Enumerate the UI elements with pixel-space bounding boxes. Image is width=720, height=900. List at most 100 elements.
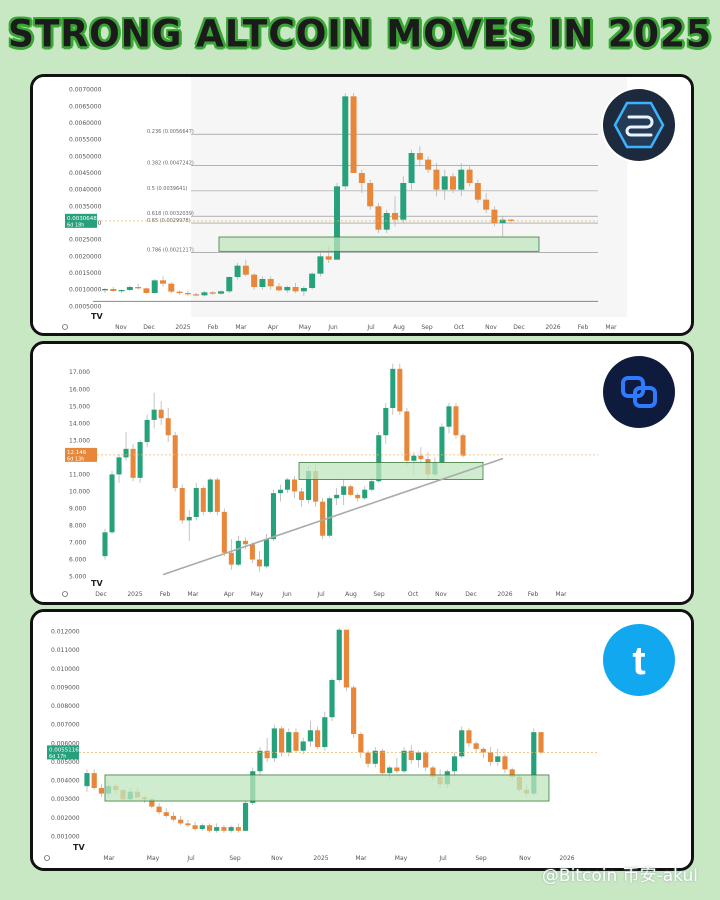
y-tick-label: 0.0020000 — [69, 253, 102, 260]
candle-body — [401, 750, 407, 772]
candle — [102, 288, 108, 293]
candle — [300, 737, 306, 755]
candle-body — [228, 827, 234, 831]
candle-body — [165, 418, 171, 436]
candle — [116, 453, 122, 483]
candle — [315, 726, 321, 749]
x-tick-label: Feb — [578, 324, 589, 331]
support-zone — [218, 236, 540, 252]
candle-body — [199, 825, 205, 829]
candle-body — [362, 489, 368, 499]
y-tick-label: 6.000 — [69, 557, 86, 564]
price-label-value: 0.0055116 — [49, 747, 79, 753]
y-tick-label: 0.008000 — [51, 703, 80, 710]
y-tick-label: 9.000 — [69, 505, 86, 512]
chart-panel-3[interactable]: 0.012000 0.011000 0.010000 0.009000 0.008000… — [30, 609, 694, 871]
y-tick-label: 0.0045000 — [69, 170, 102, 177]
settings-gear-icon — [62, 324, 68, 330]
candle — [178, 815, 184, 826]
candle — [383, 209, 390, 233]
candle-body — [441, 176, 448, 190]
candle — [218, 290, 224, 295]
candle — [397, 363, 403, 415]
candle-body — [251, 274, 258, 287]
logo-letter: t — [632, 639, 645, 683]
candle — [284, 477, 291, 494]
candle — [176, 290, 183, 295]
candle — [415, 750, 422, 768]
candle — [193, 293, 200, 297]
candle-body — [483, 199, 490, 210]
y-tick-label: 13.000 — [69, 437, 90, 444]
candle-body — [376, 435, 382, 482]
candle-body — [394, 767, 400, 772]
x-tick-label: Feb — [160, 591, 171, 598]
candle — [102, 528, 108, 560]
candle — [221, 825, 227, 833]
chart-panel-1[interactable]: 0.0070000 0.0065000 0.0060000 0.0055000 0.00… — [30, 74, 694, 336]
candle — [199, 823, 205, 831]
candle — [201, 291, 208, 297]
y-tick-label: 0.0055000 — [69, 137, 102, 144]
chart-panel-2[interactable]: 17.00016.00015.00014.00013.00012.00011.0… — [30, 341, 694, 605]
candle-body — [234, 265, 241, 277]
x-tick-label: Mar — [555, 591, 567, 598]
candle-body — [474, 183, 481, 200]
candle — [137, 440, 143, 483]
candle — [242, 799, 249, 831]
logo-layer-stroke — [625, 115, 654, 137]
y-tick-label: 0.0025000 — [69, 237, 102, 244]
x-tick-label: Dec — [465, 591, 477, 598]
price-label-value: 0.0030648 — [67, 216, 97, 222]
x-tick-label: 2025 — [175, 324, 190, 331]
candle-body — [91, 773, 97, 788]
candle-body — [538, 732, 544, 753]
candle — [292, 476, 298, 499]
candle-body — [278, 728, 285, 753]
candle-body — [315, 730, 321, 748]
candle-body — [235, 540, 241, 565]
price-label-countdown: 6d 18h — [67, 222, 84, 228]
y-tick-label: 0.002000 — [51, 815, 80, 822]
candle — [334, 488, 340, 506]
candle-body — [256, 559, 262, 567]
candle — [151, 392, 157, 429]
candle-body — [116, 457, 122, 475]
candle-body — [168, 283, 175, 292]
candle — [372, 747, 378, 768]
x-tick-label: Sep — [421, 324, 433, 331]
x-tick-label: Sep — [475, 855, 487, 862]
candle-body — [320, 501, 326, 536]
candle-body — [383, 407, 389, 436]
x-tick-label: May — [251, 591, 264, 598]
candle — [214, 477, 220, 516]
candle-body — [284, 287, 291, 291]
x-tick-label: Jul — [366, 324, 375, 331]
candle-body — [143, 288, 150, 293]
candle-body — [214, 479, 220, 512]
y-tick-label: 0.0040000 — [69, 187, 102, 194]
candle — [200, 486, 206, 516]
y-tick-label: 0.0005000 — [69, 303, 102, 310]
candle-body — [306, 471, 312, 500]
candle — [184, 291, 191, 296]
x-tick-label: Apr — [268, 324, 279, 331]
candle-body — [460, 435, 466, 456]
candle-body — [98, 788, 105, 794]
candle — [284, 285, 291, 293]
tradingview-logo-icon: TV — [91, 312, 103, 321]
plot-shade — [191, 77, 627, 317]
candle-body — [156, 806, 162, 813]
candle — [375, 203, 382, 233]
candle-body — [235, 827, 241, 831]
x-tick-label: Feb — [208, 324, 219, 331]
fib-level-label: 0.65 (0.0029978) — [147, 218, 191, 224]
x-tick-label: Nov — [271, 855, 283, 862]
candle — [165, 407, 171, 443]
x-tick-label: 2025 — [313, 855, 328, 862]
logo-link-right — [633, 386, 657, 408]
candle — [109, 471, 115, 535]
settings-gear-icon — [44, 855, 50, 861]
candle — [394, 758, 400, 774]
candle-body — [343, 629, 350, 688]
